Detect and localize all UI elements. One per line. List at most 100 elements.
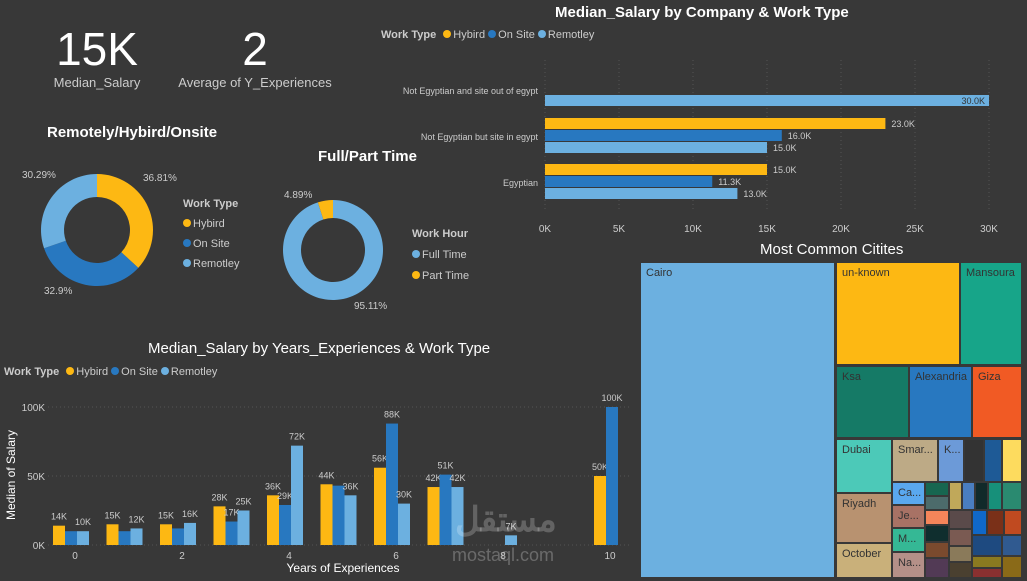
donut-slice-full-time[interactable] <box>283 200 383 300</box>
treemap-cell-small[interactable] <box>949 546 972 562</box>
treemap-cell-k[interactable]: K... <box>938 439 964 482</box>
treemap-cell-small[interactable] <box>949 562 972 578</box>
donut-slice-hybird[interactable] <box>97 174 153 268</box>
treemap-cell-je[interactable]: Je... <box>892 505 925 528</box>
bar-on-site[interactable] <box>545 130 782 141</box>
treemap-cell-riyadh[interactable]: Riyadh <box>836 493 892 543</box>
bar-hybird[interactable] <box>374 467 386 545</box>
legend-item-hybird[interactable]: Hybird <box>453 29 486 41</box>
donut-slice-on-site[interactable] <box>44 240 139 286</box>
bar-hybird[interactable] <box>267 495 279 545</box>
treemap-cell-small[interactable] <box>972 568 1002 578</box>
bar-remotley[interactable] <box>505 535 517 545</box>
donut-slice-remotley[interactable] <box>40 174 97 249</box>
treemap-cell-small[interactable] <box>972 510 987 535</box>
legend-item-part-time[interactable]: Part Time <box>412 266 469 287</box>
treemap-cell-alexandria[interactable]: Alexandria <box>909 366 972 438</box>
bar-on-site[interactable] <box>606 407 618 545</box>
treemap-cell-small[interactable] <box>1002 439 1022 482</box>
treemap-cell-dubai[interactable]: Dubai <box>836 439 892 493</box>
treemap-cell-small[interactable] <box>1002 556 1022 578</box>
bar-on-site[interactable] <box>545 176 713 187</box>
bar-hybird[interactable] <box>213 506 226 545</box>
treemap-cell-small[interactable] <box>925 525 949 542</box>
bar-remotley[interactable] <box>398 503 410 545</box>
donut-worktype-title: Remotely/Hybird/Onsite <box>47 124 218 141</box>
bar-hybird[interactable] <box>160 524 172 545</box>
bar-hybird[interactable] <box>427 487 440 545</box>
bar-on-site[interactable] <box>225 521 238 545</box>
treemap-cell-small[interactable] <box>972 556 1002 568</box>
bar-hybird[interactable] <box>106 524 119 545</box>
slice-data-label: 32.9% <box>44 286 72 297</box>
donut-workhour-chart: 95.11% 4.89% <box>283 190 387 312</box>
treemap-cell-small[interactable] <box>1004 510 1022 535</box>
y-tick-label: 50K <box>27 472 45 483</box>
bar-remotley[interactable] <box>130 528 143 545</box>
bar-on-site[interactable] <box>172 528 184 545</box>
treemap-cell-unknown[interactable]: un-known <box>836 262 960 365</box>
bar-on-site[interactable] <box>439 474 452 545</box>
treemap-cell-small[interactable] <box>925 510 949 525</box>
bar-remotley[interactable] <box>451 487 464 545</box>
treemap-cell-giza[interactable]: Giza <box>972 366 1022 438</box>
bar-hybird[interactable] <box>594 476 606 545</box>
legend-item-remotley[interactable]: Remotley <box>170 366 218 378</box>
bar-on-site[interactable] <box>65 531 77 545</box>
treemap-cell-small[interactable] <box>949 482 962 510</box>
legend-item-full-time[interactable]: Full Time <box>412 245 469 266</box>
treemap-cell-small[interactable] <box>925 482 949 496</box>
bar-hybird[interactable] <box>53 525 65 545</box>
treemap-cell-small[interactable] <box>987 510 1004 535</box>
treemap-cell-small[interactable] <box>1002 535 1022 556</box>
legend-label: Part Time <box>422 270 470 282</box>
treemap-cell-mansoura[interactable]: Mansoura <box>960 262 1022 365</box>
legend-item-on-site[interactable]: On Site <box>498 29 535 41</box>
bar-remotley[interactable] <box>77 531 89 545</box>
bar-on-site[interactable] <box>118 531 131 545</box>
bar-hybird[interactable] <box>545 118 886 129</box>
legend-item-remotley[interactable]: Remotley <box>547 29 595 41</box>
treemap-cell-small[interactable] <box>925 496 949 510</box>
bar-remotley[interactable] <box>291 445 303 545</box>
treemap-cell-ksa[interactable]: Ksa <box>836 366 909 438</box>
legend-dot-icon <box>412 271 420 279</box>
legend-item-on-site[interactable]: On Site <box>183 234 239 254</box>
bar-hybird[interactable] <box>545 164 767 175</box>
treemap-cell-cairo[interactable]: Cairo <box>640 262 835 578</box>
treemap-cell-october[interactable]: October <box>836 543 892 578</box>
bar-remotley[interactable] <box>184 522 196 545</box>
bar-data-label: 14K <box>51 512 67 522</box>
treemap-cell-small[interactable] <box>988 482 1002 510</box>
treemap-cell-ca[interactable]: Ca... <box>892 482 925 505</box>
legend-item-hybird[interactable]: Hybird <box>183 214 239 234</box>
treemap-cell-m[interactable]: M... <box>892 528 925 552</box>
bar-remotley[interactable] <box>545 188 738 199</box>
treemap-cell-small[interactable] <box>1002 482 1022 510</box>
legend-item-hybird[interactable]: Hybird <box>76 366 109 378</box>
bar-remotley[interactable] <box>237 510 250 546</box>
bar-hybird[interactable] <box>320 484 333 545</box>
treemap-cell-small[interactable] <box>962 482 975 510</box>
treemap-cell-na[interactable]: Na... <box>892 552 925 578</box>
bar-remotley[interactable] <box>545 142 767 153</box>
bar-on-site[interactable] <box>332 485 345 545</box>
legend-item-on-site[interactable]: On Site <box>121 366 158 378</box>
treemap-cell-small[interactable] <box>984 439 1002 482</box>
treemap-cell-small[interactable] <box>925 558 949 578</box>
bar-data-label: 12K <box>128 514 144 524</box>
bar-remotley[interactable] <box>545 95 989 106</box>
donut-slice-part-time[interactable] <box>317 200 333 220</box>
treemap-cell-small[interactable] <box>925 542 949 558</box>
legend-item-remotley[interactable]: Remotley <box>183 254 239 274</box>
bar-remotley[interactable] <box>344 495 357 545</box>
bar-on-site[interactable] <box>386 423 398 545</box>
treemap-cell-small[interactable] <box>949 510 972 529</box>
treemap-cell-small[interactable] <box>972 535 1002 556</box>
treemap-cell-small[interactable] <box>949 529 972 546</box>
treemap-cell-small[interactable] <box>975 482 988 510</box>
treemap-cell-small[interactable] <box>964 439 984 482</box>
bar-on-site[interactable] <box>279 504 291 545</box>
treemap-cell-label: K... <box>944 444 961 456</box>
treemap-cell-smar[interactable]: Smar... <box>892 439 938 482</box>
